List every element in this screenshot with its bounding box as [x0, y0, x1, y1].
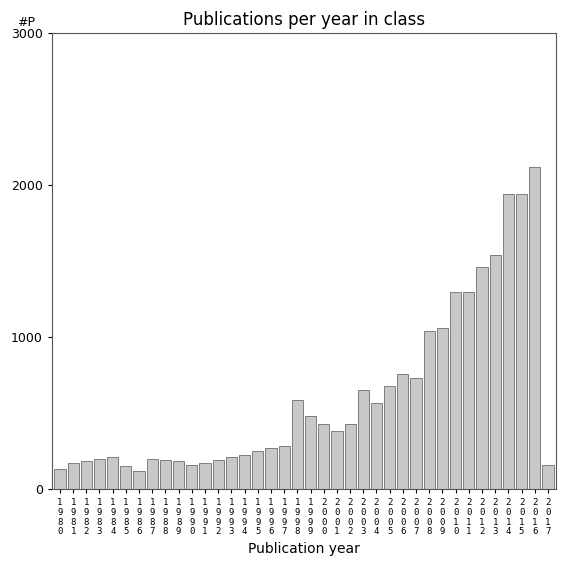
Bar: [384, 386, 395, 489]
Bar: [476, 268, 488, 489]
Bar: [529, 167, 540, 489]
Bar: [107, 458, 119, 489]
Bar: [81, 461, 92, 489]
Bar: [173, 461, 184, 489]
Bar: [120, 466, 132, 489]
Bar: [490, 255, 501, 489]
Bar: [226, 458, 237, 489]
Bar: [345, 424, 356, 489]
Bar: [305, 416, 316, 489]
Bar: [147, 459, 158, 489]
Bar: [200, 463, 210, 489]
Bar: [278, 446, 290, 489]
Bar: [67, 463, 79, 489]
Bar: [424, 331, 435, 489]
Bar: [133, 471, 145, 489]
Bar: [543, 465, 553, 489]
X-axis label: Publication year: Publication year: [248, 542, 360, 556]
Bar: [358, 391, 369, 489]
Bar: [265, 448, 277, 489]
Bar: [437, 328, 448, 489]
Bar: [318, 424, 329, 489]
Bar: [516, 194, 527, 489]
Bar: [331, 431, 342, 489]
Bar: [186, 465, 197, 489]
Bar: [239, 455, 250, 489]
Bar: [213, 460, 224, 489]
Bar: [292, 400, 303, 489]
Bar: [160, 460, 171, 489]
Bar: [463, 291, 475, 489]
Bar: [450, 291, 461, 489]
Text: #P: #P: [17, 16, 35, 29]
Bar: [371, 403, 382, 489]
Title: Publications per year in class: Publications per year in class: [183, 11, 425, 29]
Bar: [503, 194, 514, 489]
Bar: [54, 469, 66, 489]
Bar: [94, 459, 105, 489]
Bar: [252, 451, 264, 489]
Bar: [411, 378, 422, 489]
Bar: [397, 374, 408, 489]
